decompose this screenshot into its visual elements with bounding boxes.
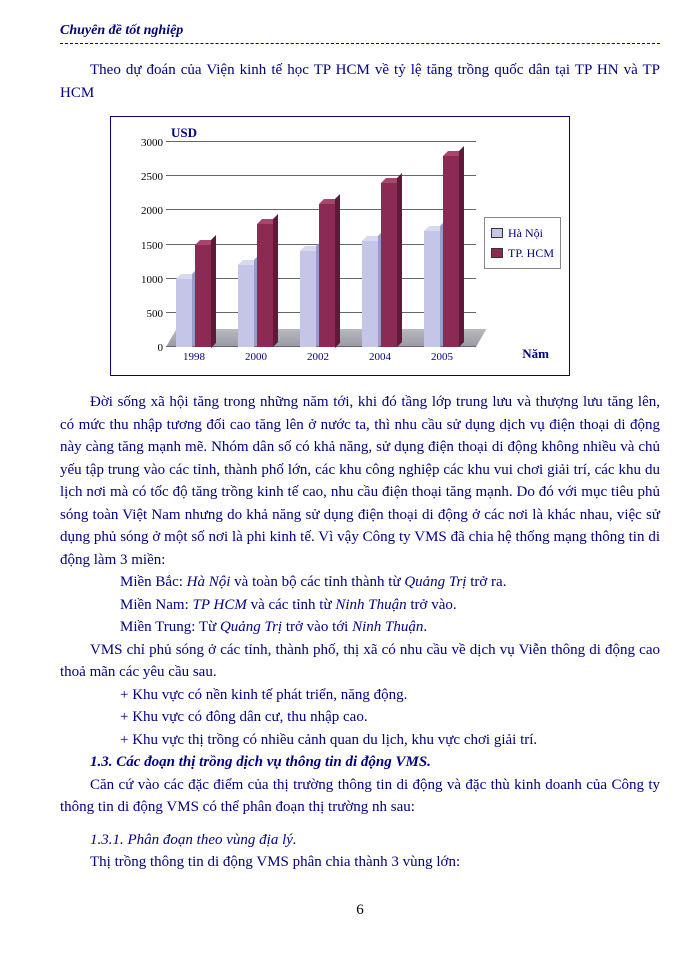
legend-hcm: TP. HCM <box>491 244 554 262</box>
bar-group: 1998 <box>176 245 221 348</box>
page-header: Chuyên đề tốt nghiệp <box>60 20 660 44</box>
section-1-3-1: 1.3.1. Phân đoạn theo vùng địa lý. <box>60 829 660 852</box>
region-bac-end: trở ra. <box>466 574 506 590</box>
region-trung-mid: trở vào tới <box>282 619 352 635</box>
region-bac-em2: Quảng Trị <box>404 574 466 590</box>
region-bac-em1: Hà Nội <box>187 574 231 590</box>
region-bac-mid: và toàn bộ các tỉnh thành từ <box>230 574 404 590</box>
body-paragraph-3: Căn cứ vào các đặc điểm của thị trường t… <box>60 774 660 819</box>
region-nam-end: trở vào. <box>407 597 457 613</box>
legend-label-hanoi: Hà Nội <box>508 224 543 242</box>
bar <box>176 279 192 347</box>
legend-label-hcm: TP. HCM <box>508 244 554 262</box>
bar <box>424 231 440 347</box>
bar <box>362 241 378 347</box>
legend-swatch-hcm <box>491 248 503 258</box>
bar-group: 2005 <box>424 156 469 347</box>
body-paragraph-2: VMS chỉ phủ sóng ở các tỉnh, thành phố, … <box>60 639 660 684</box>
region-nam-label: Miền Nam: <box>120 597 193 613</box>
region-nam-mid: và các tỉnh từ <box>247 597 336 613</box>
body-paragraph-1: Đời sống xã hội tăng trong những năm tới… <box>60 391 660 571</box>
region-nam-em2: Ninh Thuận <box>335 597 406 613</box>
bar <box>300 251 316 347</box>
bar <box>257 224 273 347</box>
region-list: Miền Bắc: Hà Nội và toàn bộ các tỉnh thà… <box>90 571 660 639</box>
region-trung-em1: Quảng Trị <box>220 619 282 635</box>
legend-hanoi: Hà Nội <box>491 224 554 242</box>
xtick-label: 2002 <box>298 349 338 366</box>
bullet-2: + Khu vực có đông dân cư, thu nhập cao. <box>90 706 660 729</box>
region-bac: Miền Bắc: Hà Nội và toàn bộ các tỉnh thà… <box>90 571 660 594</box>
ytick-label: 500 <box>131 306 163 323</box>
bullet-1: + Khu vực có nền kinh tế phát triển, năn… <box>90 684 660 707</box>
bar <box>443 156 459 347</box>
region-nam: Miền Nam: TP HCM và các tỉnh từ Ninh Thu… <box>90 594 660 617</box>
bar-chart: USD Năm 0 500 1000 1500 2000 2500 3000 1998 2000… <box>110 116 570 376</box>
page-number: 6 <box>60 899 660 922</box>
xtick-label: 2000 <box>236 349 276 366</box>
intro-paragraph: Theo dự đoán của Viện kinh tế học TP HCM… <box>60 59 660 104</box>
ytick-label: 2000 <box>131 203 163 220</box>
region-nam-em1: TP HCM <box>193 597 247 613</box>
region-trung-em2: Ninh Thuận <box>352 619 423 635</box>
region-trung-end: . <box>423 619 427 635</box>
ytick-label: 0 <box>131 340 163 357</box>
body-paragraph-4: Thị trồng thông tin di động VMS phân chi… <box>60 851 660 874</box>
region-trung-label: Miền Trung: Từ <box>120 619 220 635</box>
ytick-label: 2500 <box>131 169 163 186</box>
chart-legend: Hà Nội TP. HCM <box>484 217 561 269</box>
bar-group: 2002 <box>300 204 345 348</box>
plot-area: 0500100015002000250030001998200020022004… <box>166 142 476 347</box>
xtick-label: 2005 <box>422 349 462 366</box>
bar <box>238 265 254 347</box>
bar <box>195 245 211 348</box>
bar-group: 2000 <box>238 224 283 347</box>
x-axis-label: Năm <box>522 344 549 364</box>
xtick-label: 1998 <box>174 349 214 366</box>
region-trung: Miền Trung: Từ Quảng Trị trở vào tới Nin… <box>90 616 660 639</box>
ytick-label: 1000 <box>131 272 163 289</box>
xtick-label: 2004 <box>360 349 400 366</box>
y-axis-label: USD <box>171 123 197 143</box>
bullet-3: + Khu vực thị trồng có nhiều cảnh quan d… <box>90 729 660 752</box>
legend-swatch-hanoi <box>491 228 503 238</box>
region-bac-label: Miền Bắc: <box>120 574 187 590</box>
gridline: 3000 <box>166 141 476 142</box>
section-1-3: 1.3. Các đoạn thị trồng dịch vụ thông ti… <box>60 751 660 774</box>
ytick-label: 1500 <box>131 238 163 255</box>
bar <box>381 183 397 347</box>
bar-group: 2004 <box>362 183 407 347</box>
ytick-label: 3000 <box>131 135 163 152</box>
bar <box>319 204 335 348</box>
bullet-list: + Khu vực có nền kinh tế phát triển, năn… <box>90 684 660 752</box>
